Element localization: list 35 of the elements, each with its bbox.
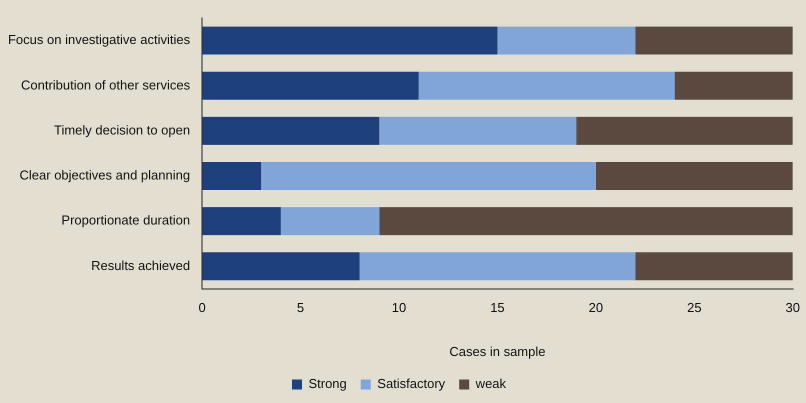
y-tick-label: Results achieved: [91, 258, 190, 273]
bar: [202, 26, 498, 55]
x-axis-title: Cases in sample: [449, 344, 546, 359]
x-tick-label: 0: [198, 300, 206, 316]
y-tick-label: Timely decision to open: [54, 122, 190, 138]
x-tick-label: 25: [687, 300, 702, 316]
x-tick-label: 15: [490, 300, 505, 316]
x-tick-label: 5: [296, 300, 304, 316]
y-tick-label: Clear objectives and planning: [20, 168, 190, 183]
legend-label: Strong: [308, 376, 347, 392]
bar: [596, 162, 793, 190]
y-tick-label: Contribution of other services: [20, 77, 191, 92]
bar: [280, 207, 380, 236]
legend-label: weak: [474, 376, 507, 392]
bar: [576, 116, 793, 145]
bar: [379, 207, 793, 236]
legend-label: Satisfactory: [377, 376, 446, 392]
bar: [261, 162, 596, 190]
bar: [202, 72, 419, 100]
bar: [635, 26, 793, 55]
bar: [202, 116, 380, 145]
x-tick-label: 20: [588, 300, 604, 316]
bar: [202, 162, 262, 190]
x-tick-label: 10: [392, 300, 406, 316]
bar: [360, 252, 636, 280]
bar: [202, 252, 360, 280]
bar: [379, 116, 576, 145]
bar: [674, 72, 793, 100]
bar: [202, 207, 281, 236]
y-tick-label: Focus on investigative activities: [8, 32, 191, 48]
bar: [635, 252, 793, 280]
bar: [418, 72, 675, 100]
bar: [497, 26, 636, 55]
y-tick-label: Proportionate duration: [61, 212, 190, 228]
x-tick-label: 30: [786, 300, 800, 316]
